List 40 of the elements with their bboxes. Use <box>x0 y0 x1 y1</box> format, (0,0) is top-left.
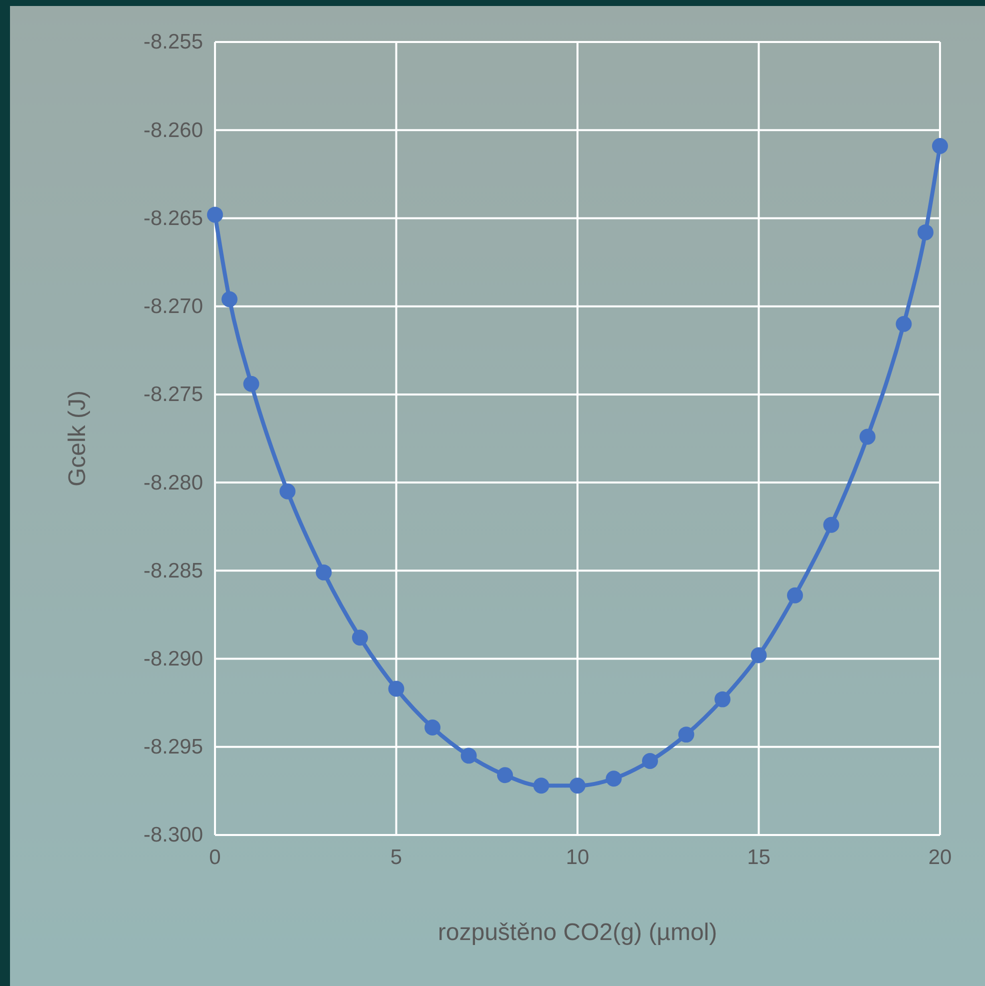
y-tick-label: -8.265 <box>143 206 203 230</box>
point <box>388 680 404 697</box>
point <box>497 767 513 784</box>
x-tick-label: 5 <box>390 846 402 869</box>
y-tick-label: -8.290 <box>143 648 203 670</box>
point <box>570 778 586 794</box>
x-tick-label: 20 <box>928 846 952 869</box>
x-tick-label: 15 <box>747 846 770 869</box>
x-axis-title: rozpuštěno CO2(g) (µmol) <box>438 919 718 946</box>
y-tick-label: -8.255 <box>143 30 203 54</box>
point <box>280 483 296 500</box>
point <box>896 316 912 332</box>
point <box>860 428 876 445</box>
point <box>606 770 622 787</box>
point <box>918 224 934 240</box>
point <box>222 291 238 308</box>
y-tick-label: -8.295 <box>143 736 203 759</box>
point <box>533 778 550 794</box>
point <box>642 753 658 769</box>
point <box>207 206 223 223</box>
y-tick-label: -8.300 <box>143 824 203 847</box>
x-tick-label: 0 <box>209 846 221 869</box>
y-tick-label: -8.285 <box>143 559 203 582</box>
point <box>678 726 694 743</box>
x-tick-label: 10 <box>566 846 590 869</box>
y-tick-label: -8.275 <box>143 383 203 406</box>
point <box>424 720 440 736</box>
point <box>316 564 332 580</box>
point <box>460 748 477 764</box>
point <box>243 376 260 392</box>
y-tick-label: -8.260 <box>143 118 203 142</box>
point <box>750 647 767 664</box>
y-tick-label: -8.270 <box>143 295 203 318</box>
y-axis-title: Gcelk (J) <box>64 390 91 486</box>
y-tick-label: -8.280 <box>143 471 203 494</box>
point <box>714 691 730 708</box>
point <box>352 630 368 646</box>
point <box>932 138 948 154</box>
point <box>823 516 840 533</box>
point <box>787 587 803 604</box>
